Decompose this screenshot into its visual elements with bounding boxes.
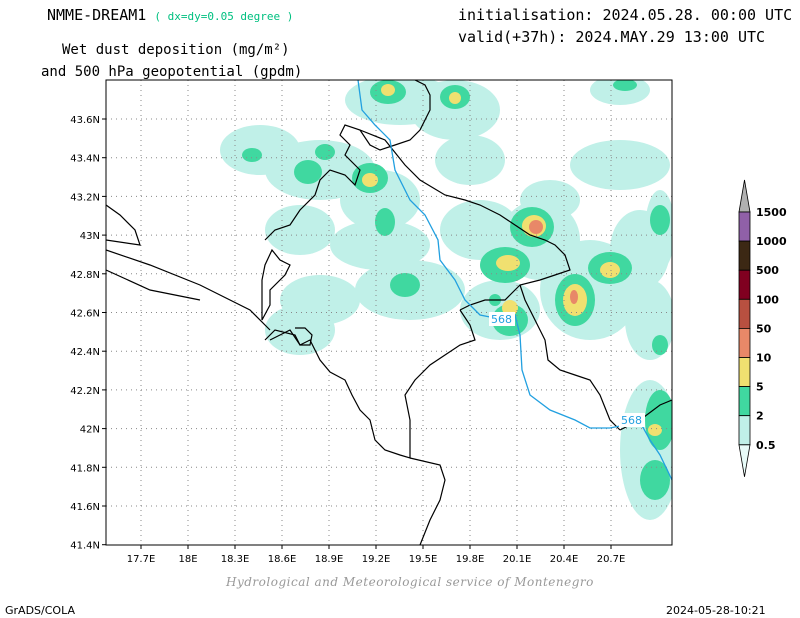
legend-swatch — [738, 357, 751, 388]
lon-tick-label: 20.7E — [597, 554, 626, 565]
lon-tick-label: 18.3E — [221, 554, 250, 565]
credit-text: Hydrological and Meteorological service … — [226, 575, 594, 589]
contour-label: 568 — [491, 313, 512, 326]
legend-swatch — [738, 240, 751, 271]
lat-tick-label: 42.6N — [70, 309, 100, 320]
variable-title-line2: and 500 hPa geopotential (gpdm) — [41, 64, 303, 80]
legend-swatch — [738, 211, 751, 242]
lon-tick-label: 19.5E — [409, 554, 438, 565]
legend-arrow-bottom — [738, 444, 751, 477]
variable-title-line1: Wet dust deposition (mg/m²) — [62, 42, 290, 58]
legend-label: 0.5 — [756, 439, 776, 452]
legend-label: 500 — [756, 264, 779, 277]
legend: 1500 1000 500 100 50 10 5 2 0.5 — [738, 179, 787, 477]
lat-tick-label: 42.4N — [70, 347, 100, 358]
longitude-labels: 17.7E 18E 18.3E 18.6E 18.9E 19.2E 19.5E 19.8E 20… — [127, 545, 626, 565]
lat-tick-label: 41.6N — [70, 502, 100, 513]
legend-swatch — [738, 327, 751, 358]
lat-tick-label: 42N — [80, 425, 100, 436]
lon-tick-label: 18.9E — [315, 554, 344, 565]
lat-tick-label: 43.2N — [70, 192, 100, 203]
footer-timestamp: 2024-05-28-10:21 — [666, 604, 766, 617]
lon-tick-label: 20.4E — [550, 554, 579, 565]
model-name: NMME-DREAM1 — [47, 6, 147, 24]
latitude-labels: 43.6N 43.4N 43.2N 43N 42.8N 42.6N 42.4N 42.2N 42… — [70, 115, 106, 552]
legend-label: 100 — [756, 293, 779, 306]
contour-label: 568 — [621, 414, 642, 427]
lat-tick-label: 43N — [80, 231, 100, 242]
lon-tick-label: 18E — [178, 554, 197, 565]
legend-swatch — [738, 415, 751, 446]
dust-deposition-field — [220, 80, 672, 520]
lat-tick-label: 43.6N — [70, 115, 100, 126]
legend-label: 1500 — [756, 206, 787, 219]
legend-arrow-top — [738, 179, 751, 213]
legend-swatch — [738, 386, 751, 417]
lat-tick-label: 42.2N — [70, 386, 100, 397]
lat-tick-label: 43.4N — [70, 154, 100, 165]
lon-tick-label: 18.6E — [268, 554, 297, 565]
contour-labels: 568 568 — [489, 312, 645, 427]
model-title: NMME-DREAM1 ( dx=dy=0.05 degree ) — [47, 6, 293, 24]
initialisation-time: initialisation: 2024.05.28. 00:00 UTC — [458, 6, 793, 24]
lon-tick-label: 19.8E — [456, 554, 485, 565]
legend-swatch — [738, 269, 751, 300]
legend-swatch — [738, 298, 751, 329]
country-borders — [106, 80, 672, 545]
lat-tick-label: 41.8N — [70, 463, 100, 474]
legend-label: 50 — [756, 322, 772, 335]
lon-tick-label: 20.1E — [503, 554, 532, 565]
legend-label: 10 — [756, 352, 772, 365]
legend-label: 1000 — [756, 235, 787, 248]
footer-software: GrADS/COLA — [5, 604, 75, 617]
valid-time: valid(+37h): 2024.MAY.29 13:00 UTC — [458, 28, 766, 46]
legend-label: 2 — [756, 410, 764, 423]
lon-tick-label: 19.2E — [362, 554, 391, 565]
legend-label: 5 — [756, 381, 764, 394]
lon-tick-label: 17.7E — [127, 554, 156, 565]
lat-tick-label: 41.4N — [70, 541, 100, 552]
lat-tick-label: 42.8N — [70, 270, 100, 281]
resolution-label: ( dx=dy=0.05 degree ) — [154, 10, 294, 23]
